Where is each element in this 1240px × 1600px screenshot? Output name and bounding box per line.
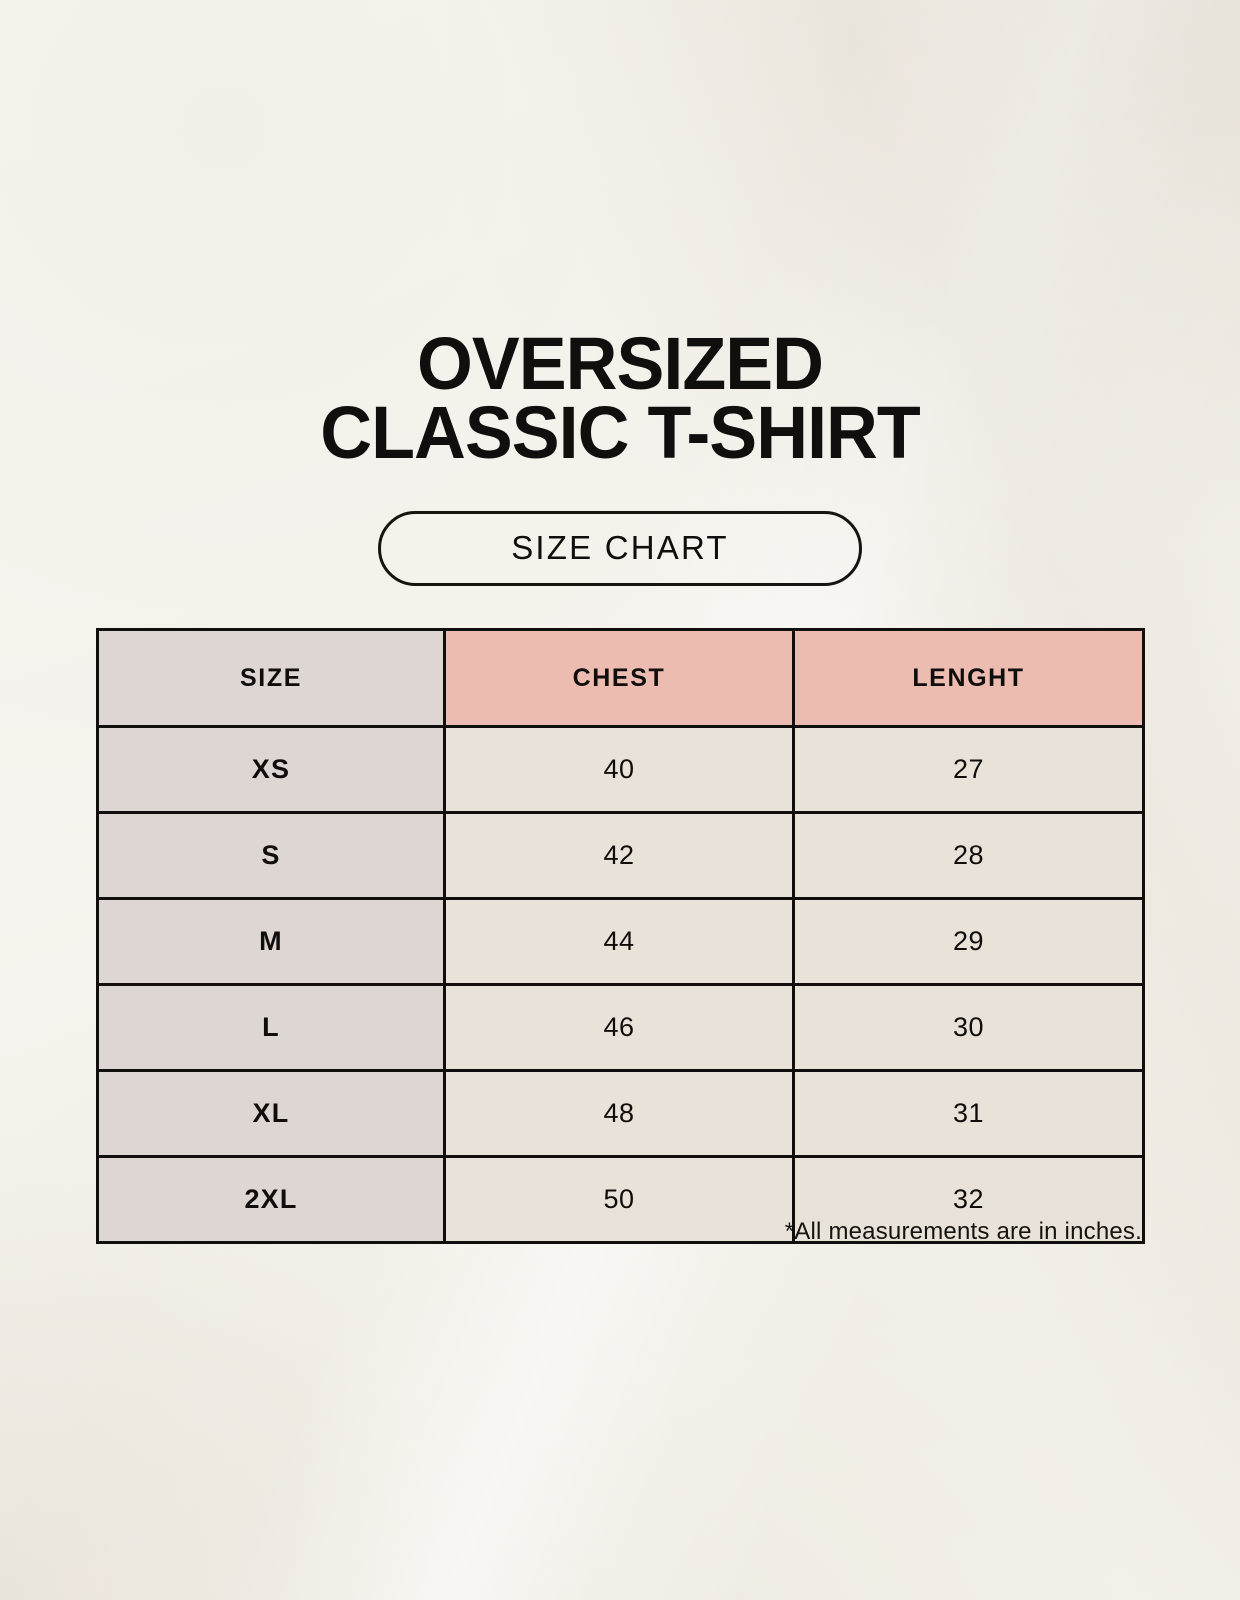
- size-chart-table: SIZE CHEST LENGHT XS 40 27 S 42 28 M: [96, 628, 1145, 1244]
- cell-chest: 44: [443, 897, 795, 986]
- cell-length: 27: [792, 725, 1145, 814]
- measurements-footnote: *All measurements are in inches.: [784, 1218, 1142, 1245]
- cell-chest: 50: [443, 1155, 795, 1244]
- size-chart-table-container: SIZE CHEST LENGHT XS 40 27 S 42 28 M: [96, 628, 1145, 1244]
- cell-chest: 48: [443, 1069, 795, 1158]
- page-title: OVERSIZED CLASSIC T-SHIRT: [0, 322, 1240, 474]
- table-body: XS 40 27 S 42 28 M 44 29 L 46 30: [96, 725, 1145, 1244]
- size-chart-badge: SIZE CHART: [378, 511, 862, 586]
- column-header-length: LENGHT: [792, 628, 1145, 728]
- cell-size: XL: [96, 1069, 446, 1158]
- cell-length: 29: [792, 897, 1145, 986]
- table-row: XL 48 31: [96, 1069, 1145, 1158]
- table-header: SIZE CHEST LENGHT: [96, 628, 1145, 728]
- cell-chest: 42: [443, 811, 795, 900]
- cell-size: M: [96, 897, 446, 986]
- cell-chest: 40: [443, 725, 795, 814]
- column-header-chest: CHEST: [443, 628, 795, 728]
- table-row: L 46 30: [96, 983, 1145, 1072]
- table-row: M 44 29: [96, 897, 1145, 986]
- table-row: S 42 28: [96, 811, 1145, 900]
- cell-length: 32: [792, 1155, 1145, 1244]
- title-line-2: CLASSIC T-SHIRT: [320, 390, 921, 474]
- cell-size: 2XL: [96, 1155, 446, 1244]
- cell-size: L: [96, 983, 446, 1072]
- size-chart-badge-wrap: SIZE CHART: [0, 511, 1240, 586]
- title-line-1: OVERSIZED: [416, 322, 824, 405]
- cell-length: 30: [792, 983, 1145, 1072]
- cell-chest: 46: [443, 983, 795, 1072]
- table-header-row: SIZE CHEST LENGHT: [96, 628, 1145, 728]
- table-row: 2XL 50 32: [96, 1155, 1145, 1244]
- cell-length: 28: [792, 811, 1145, 900]
- cell-length: 31: [792, 1069, 1145, 1158]
- cell-size: S: [96, 811, 446, 900]
- cell-size: XS: [96, 725, 446, 814]
- column-header-size: SIZE: [96, 628, 446, 728]
- table-row: XS 40 27: [96, 725, 1145, 814]
